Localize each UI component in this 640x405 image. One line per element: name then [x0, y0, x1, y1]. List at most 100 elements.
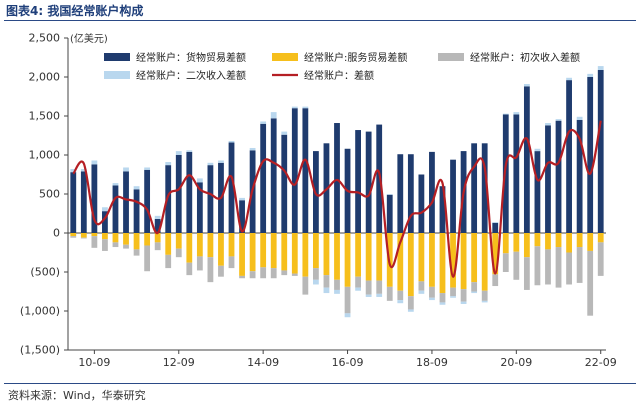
services-bar [175, 233, 182, 249]
primary_income-bar [355, 276, 361, 288]
x-tick-label: 16-09 [332, 356, 364, 369]
goods-bar [186, 151, 193, 233]
primary_income-bar [270, 268, 277, 279]
services-bar [165, 233, 172, 255]
services-bar [154, 233, 161, 243]
secondary_income-bar [481, 300, 488, 303]
goods-bar [450, 159, 456, 233]
secondary_income-bar [471, 291, 478, 294]
y-tick-label: 2,500 [29, 32, 61, 45]
secondary_income-bar [418, 290, 425, 294]
secondary_income-bar [566, 77, 572, 81]
goods-bar [576, 119, 583, 233]
primary_income-bar [80, 237, 87, 239]
secondary_income-bar [587, 73, 594, 77]
goods-bar [471, 143, 478, 233]
primary_income-bar [545, 249, 551, 285]
secondary_income-bar [376, 293, 383, 297]
secondary_income-bar [365, 294, 372, 297]
primary_income-bar [218, 265, 224, 277]
primary_income-bar [376, 280, 383, 294]
services-bar [249, 233, 256, 272]
goods-bar [144, 169, 151, 233]
secondary_income-bar [313, 279, 319, 285]
services-bar [534, 233, 541, 247]
services-bar [196, 233, 203, 257]
services-bar [144, 233, 151, 246]
secondary_income-bar [123, 167, 129, 172]
services-bar [344, 233, 351, 287]
secondary_income-bar [270, 112, 277, 119]
services-legend-swatch [272, 53, 298, 61]
goods-bar [102, 211, 108, 233]
services-legend-label: 经常账户:服务贸易差额 [304, 51, 407, 64]
line-layer [72, 120, 602, 278]
services-bar [460, 233, 467, 290]
primary_income-bar [502, 253, 509, 272]
services-bar [418, 233, 425, 282]
primary_income-bar [597, 242, 604, 276]
goods-bar [534, 151, 541, 233]
goods-bar [165, 165, 172, 233]
primary_income-bar [492, 274, 499, 287]
services-bar [502, 233, 509, 254]
goods-bar [407, 154, 414, 233]
services-bar [429, 233, 435, 287]
secondary_income-bar [133, 186, 140, 190]
secondary_income-bar [397, 300, 404, 304]
services-bar [523, 233, 530, 258]
secondary_income-bar [576, 116, 583, 120]
services-bar [260, 233, 267, 268]
primary_income-bar [70, 236, 77, 238]
secondary_income-bar [207, 162, 214, 166]
current_account-legend-label: 经常账户：差额 [304, 69, 374, 82]
secondary_income-bar [144, 167, 151, 170]
secondary_income-bar [80, 169, 87, 172]
goods-bar [555, 120, 562, 233]
secondary_income-bar [334, 289, 340, 294]
services-bar [450, 233, 456, 288]
primary_income-bar [587, 250, 594, 316]
secondary_income-bar [545, 123, 551, 126]
goods-bar [70, 172, 77, 233]
primary_income-bar [576, 247, 583, 283]
secondary_income-bar [102, 207, 108, 212]
primary_income-bar [175, 248, 182, 258]
services-bar [471, 233, 478, 283]
secondary_income-bar [165, 162, 172, 166]
primary_income-bar [313, 268, 319, 280]
services-bar [112, 233, 119, 243]
secondary_income-bar [534, 148, 541, 152]
secondary_income-bar [218, 160, 224, 163]
services-bar [91, 233, 98, 237]
primary_income-bar [291, 273, 298, 276]
goods-bar [123, 171, 129, 233]
services-bar [566, 233, 572, 253]
secondary_income-bar [239, 197, 245, 201]
goods-bar [587, 77, 594, 233]
goods-bar [418, 174, 425, 233]
goods-legend-swatch [104, 53, 130, 61]
secondary_income-bar [186, 150, 193, 152]
x-tick-label: 14-09 [247, 356, 279, 369]
secondary_income-bar [429, 297, 435, 301]
goods-bar [492, 222, 499, 233]
goods-bar [545, 125, 551, 233]
services-bar [407, 233, 414, 297]
goods-bar [597, 69, 604, 233]
primary_income-bar [555, 247, 562, 288]
services-bar [545, 233, 551, 250]
figure-title: 图表4: 我国经常账户构成 [6, 4, 144, 18]
services-bar [365, 233, 372, 281]
source-rule [4, 383, 636, 384]
primary_income-bar [102, 239, 108, 251]
y-tick-label: (1,500) [20, 344, 60, 357]
legend: 经常账户：货物贸易差额 经常账户:服务贸易差额 经常账户：初次收入差额经常账户：二次… [104, 51, 580, 82]
services-bar [70, 233, 77, 237]
services-bar [80, 233, 87, 238]
primary_income-legend-label: 经常账户：初次收入差额 [470, 51, 580, 64]
services-bar [239, 233, 245, 276]
goods-bar [281, 134, 288, 233]
